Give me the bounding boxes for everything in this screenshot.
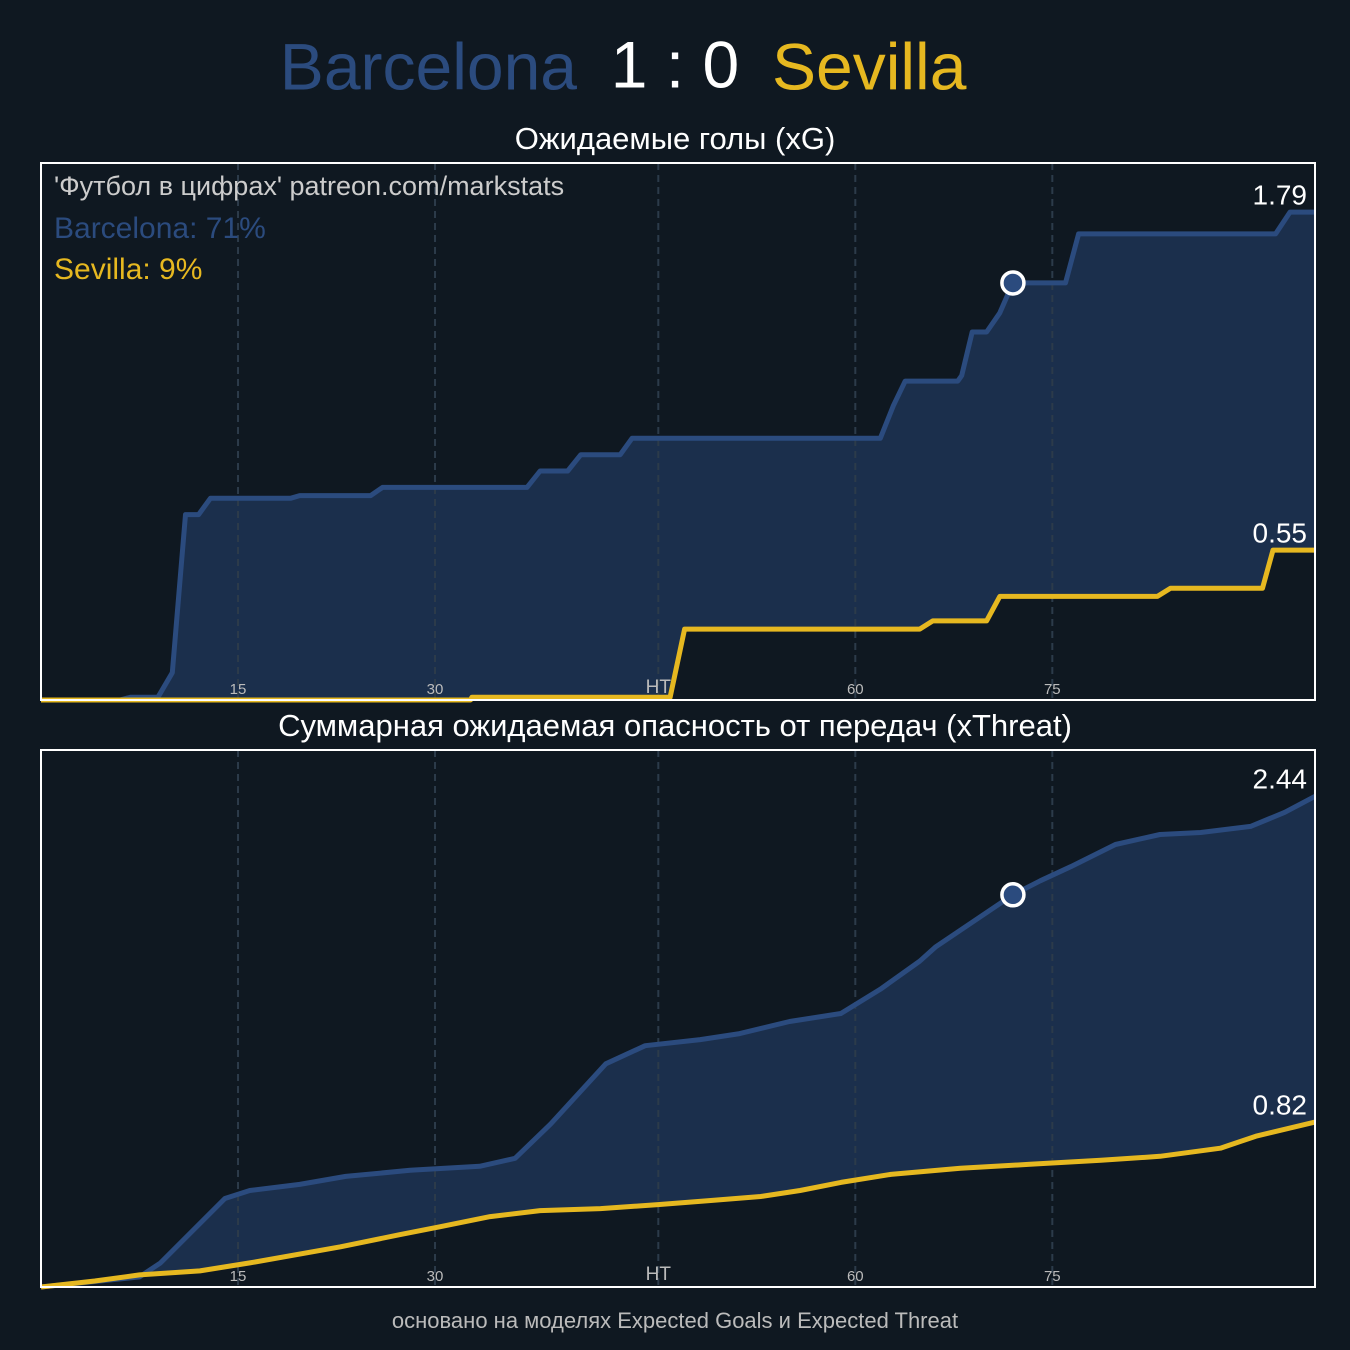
x-tick-label: 15	[230, 681, 247, 698]
area	[41, 212, 1315, 700]
x-tick-label: 75	[1044, 1268, 1061, 1285]
end-value-label: 0.55	[1253, 517, 1308, 548]
home-team: Barcelona	[280, 29, 577, 103]
x-tick-label: 30	[427, 1268, 444, 1285]
x-tick-label: HT	[646, 1264, 672, 1285]
credit: 'Футбол в цифрах' patreon.com/markstats	[54, 171, 564, 201]
x-tick-label: 30	[427, 681, 444, 698]
plot-frame	[40, 162, 1316, 701]
away-team: Sevilla	[772, 29, 967, 103]
x-tick-label: 60	[847, 681, 864, 698]
x-tick-label: HT	[646, 677, 672, 698]
goal-marker	[1000, 882, 1026, 908]
area	[41, 550, 1315, 700]
x-tick-label: 60	[847, 1268, 864, 1285]
line	[41, 547, 1315, 703]
x-tick-label: 75	[1044, 681, 1061, 698]
goal-marker	[1000, 270, 1026, 296]
x-tick-label: 15	[230, 1268, 247, 1285]
end-value-label: 1.79	[1253, 179, 1308, 210]
footer: основано на моделях Expected Goals и Exp…	[392, 1308, 958, 1333]
end-value-label: 0.82	[1253, 1089, 1308, 1120]
line	[40, 1119, 1316, 1290]
line	[40, 794, 1317, 1290]
end-value-label: 2.44	[1253, 764, 1308, 795]
plot-frame	[40, 749, 1316, 1288]
score: 1 : 0	[611, 27, 739, 101]
chart-title: Суммарная ожидаемая опасность от передач…	[278, 708, 1072, 743]
legend-entry: Sevilla: 9%	[54, 253, 202, 286]
legend-entry: Barcelona: 71%	[54, 212, 266, 245]
chart-title: Ожидаемые голы (xG)	[515, 121, 836, 156]
